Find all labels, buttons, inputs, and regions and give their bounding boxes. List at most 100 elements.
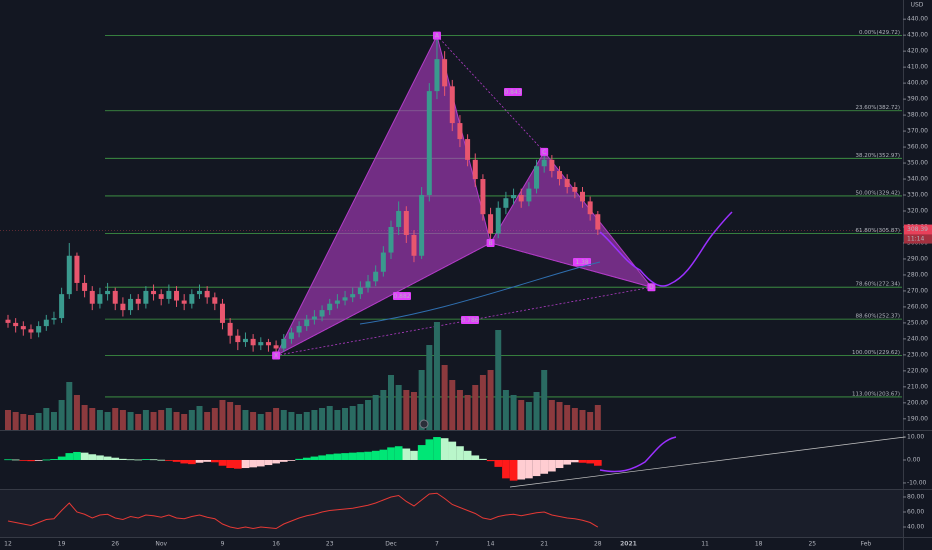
volume-bar — [58, 400, 65, 430]
candle-body — [28, 329, 34, 333]
volume-bar — [257, 414, 264, 430]
candle-body — [357, 287, 363, 295]
candle-body — [449, 86, 455, 124]
candle-body — [105, 290, 111, 295]
fib-label: 78.60%(272.34) — [855, 282, 900, 288]
oscillator-bar — [19, 460, 28, 461]
fib-label: 0.00%(429.72) — [859, 30, 900, 36]
oscillator-bar — [80, 452, 89, 460]
pattern-point — [432, 31, 441, 40]
volume-bar — [502, 390, 509, 430]
volume-bar — [280, 410, 287, 430]
volume-bar — [20, 414, 27, 430]
candle-body — [281, 338, 287, 349]
fib-label: 113.00%(203.67) — [852, 391, 900, 397]
y-tick-label: 60.00 — [907, 508, 924, 515]
oscillator-bar — [387, 447, 395, 460]
oscillator-bar — [295, 458, 303, 460]
candle-body — [480, 179, 486, 215]
oscillator-bar — [517, 460, 526, 480]
volume-bar — [219, 400, 226, 430]
volume-bar — [334, 410, 341, 430]
y-tick-label: 230.00 — [907, 351, 928, 358]
volume-bar — [196, 406, 203, 430]
volume-bar — [564, 405, 571, 430]
oscillator-bar — [318, 455, 326, 460]
oscillator-bar — [433, 437, 441, 460]
oscillator-bar — [578, 460, 587, 463]
candle-body — [549, 159, 555, 172]
volume-bar — [211, 408, 218, 430]
candle-body — [503, 198, 509, 208]
oscillator-bar — [180, 460, 189, 464]
oscillator-bar — [103, 456, 112, 460]
volume-bar — [89, 408, 96, 430]
volume-bar — [27, 415, 34, 430]
oscillator-bar — [50, 459, 58, 460]
pattern-ratio-line — [276, 286, 652, 356]
oscillator-bar — [73, 451, 81, 460]
y-tick-label: 0.00 — [907, 457, 921, 464]
oscillator-bar — [417, 445, 426, 460]
event-icon[interactable] — [419, 419, 429, 429]
volume-bar — [349, 406, 356, 430]
volume-bar — [495, 330, 502, 430]
candle-body — [158, 294, 164, 299]
oscillator-bar — [356, 452, 365, 460]
volume-bar — [81, 405, 88, 430]
candle-body — [518, 195, 524, 202]
oscillator-bar — [4, 459, 12, 461]
volume-bar — [510, 395, 517, 430]
volume-bar — [158, 410, 165, 430]
pattern-point-label: B — [489, 240, 493, 247]
y-tick-label: 240.00 — [907, 335, 928, 342]
candle-body — [74, 255, 80, 283]
volume-bar — [50, 412, 57, 430]
y-tick-label: 200.00 — [907, 399, 928, 406]
y-tick-label: 40.00 — [907, 524, 924, 531]
pattern-point — [647, 283, 656, 292]
candle-body — [181, 300, 187, 304]
y-tick-label: 210.00 — [907, 383, 928, 390]
volume-bar — [541, 370, 548, 430]
volume-bar — [73, 395, 80, 430]
candle-body — [219, 303, 225, 323]
candle-body — [36, 326, 42, 333]
candle-body — [587, 201, 593, 215]
oscillator-bar — [379, 449, 388, 460]
volume-bar — [303, 412, 310, 430]
y-tick-label: 320.00 — [907, 208, 928, 215]
oscillator-bar — [471, 455, 480, 460]
oscillator-bar — [272, 460, 280, 464]
x-tick-label: 9 — [221, 541, 225, 548]
volume-bar — [456, 390, 463, 430]
volume-bar — [518, 400, 525, 430]
rsi-panel — [0, 490, 903, 537]
volume-bar — [372, 395, 379, 430]
oscillator-bar — [157, 459, 166, 461]
candle-body — [373, 271, 379, 282]
candle-body — [311, 316, 317, 320]
candle-body — [396, 211, 402, 227]
candle-body — [595, 214, 601, 230]
oscillator-bar — [165, 460, 173, 461]
candle-body — [97, 294, 103, 304]
candle-body — [419, 195, 425, 256]
candle-body — [472, 159, 478, 180]
pattern-point — [272, 351, 281, 360]
y-tick-label: 280.00 — [907, 271, 928, 278]
x-tick-label: 14 — [487, 541, 495, 548]
oscillator-bar — [463, 450, 472, 460]
x-tick-label: Dec — [385, 541, 397, 548]
oscillator-bar — [203, 460, 212, 462]
oscillator-bar — [325, 454, 334, 460]
volume-bar — [357, 404, 364, 430]
countdown: 11:14 — [907, 236, 924, 243]
candle-body — [495, 207, 501, 234]
x-tick-label: 11 — [701, 541, 709, 548]
volume-bar — [173, 412, 180, 430]
candle-body — [457, 123, 463, 140]
oscillator-bar — [479, 458, 487, 460]
oscillator-bar — [234, 460, 242, 469]
candle-body — [250, 338, 256, 346]
